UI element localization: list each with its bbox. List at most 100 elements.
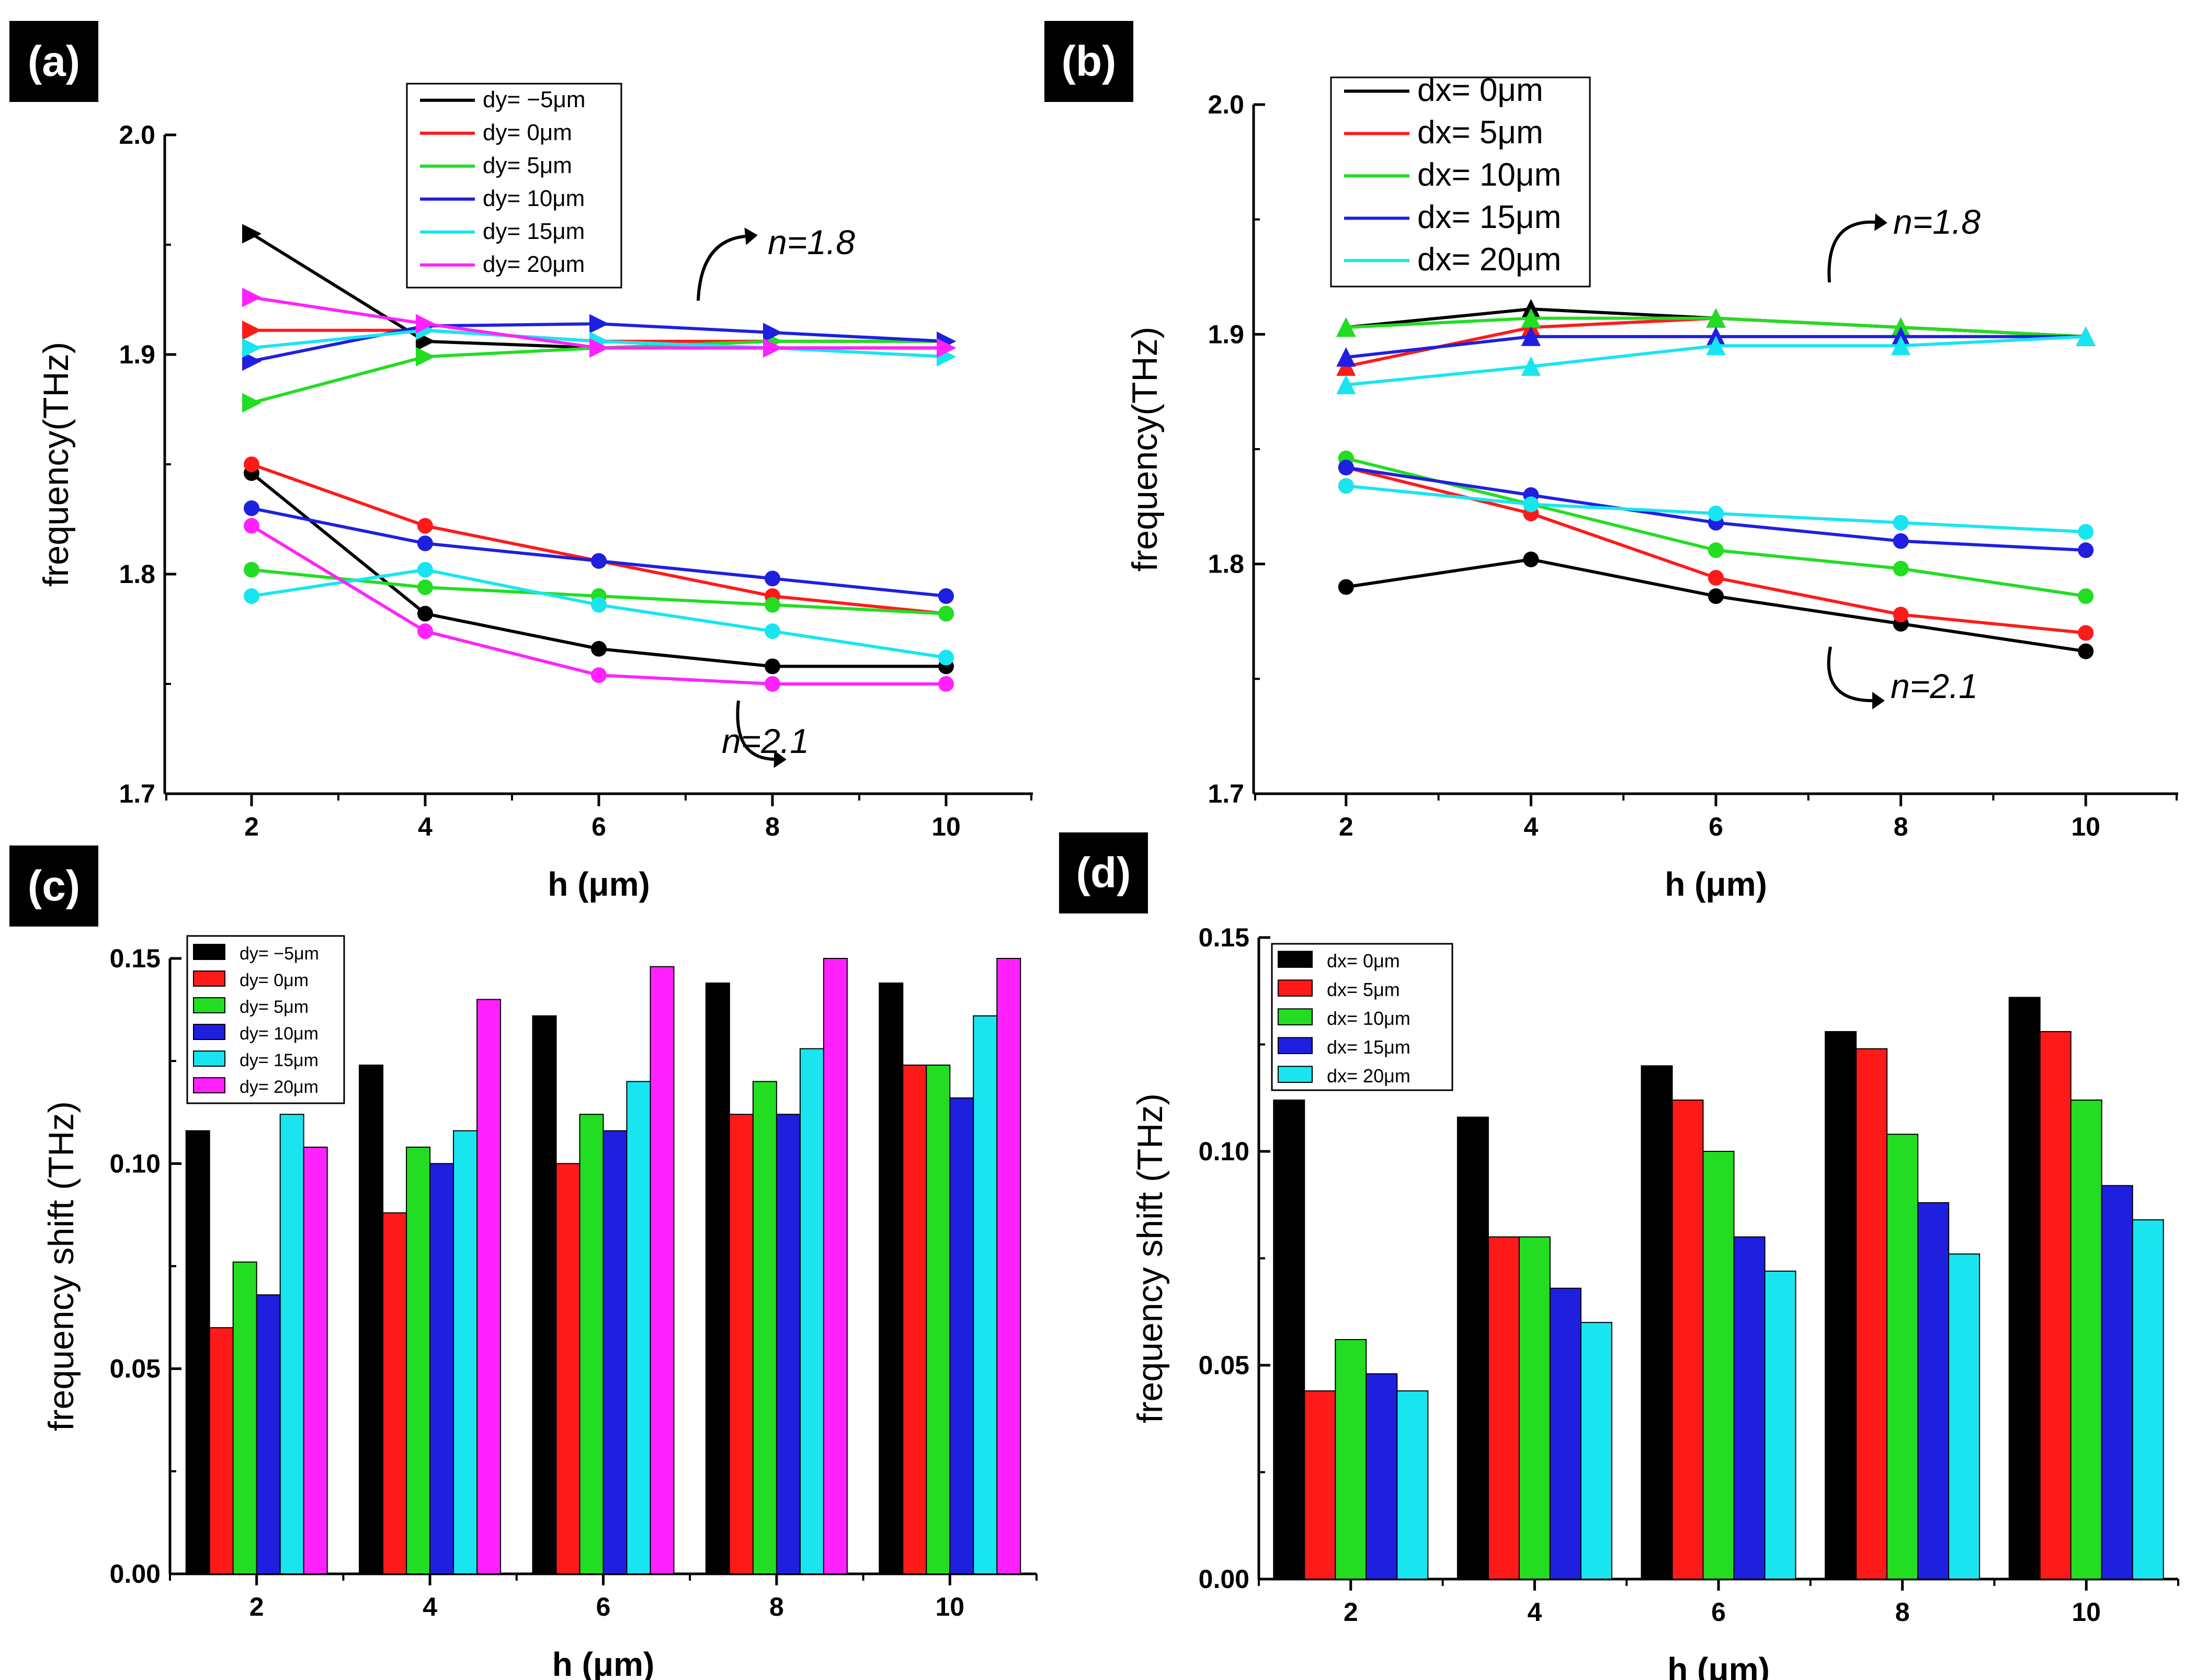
y-axis-label: frequency shift (THz) (41, 1101, 81, 1431)
y-tick-label: 0.00 (1199, 1564, 1249, 1594)
data-point (1336, 374, 1356, 394)
data-point (1521, 326, 1541, 346)
bar (1335, 1339, 1367, 1580)
y-tick-label: 1.9 (119, 340, 155, 369)
y-tick-label: 0.10 (110, 1149, 161, 1178)
bar (902, 1065, 927, 1574)
panel-label-badge (1044, 21, 1133, 102)
bar (232, 1261, 257, 1574)
panel-a: (a) 1.7 1.8 1.9 2.0 2 4 6 8 10 h (μm) frequency(THz… (9, 21, 1033, 903)
legend-label: dx= 15μm (1327, 1036, 1410, 1058)
bar (1549, 1287, 1581, 1580)
data-point (589, 338, 609, 358)
panel-label-badge (9, 21, 98, 102)
y-tick-label: 2.0 (1208, 90, 1244, 119)
annotation-arrow (736, 700, 775, 761)
data-point (242, 338, 262, 358)
data-point (2076, 326, 2096, 346)
y-tick-label: 0.15 (110, 944, 161, 973)
data-point (937, 338, 957, 358)
legend-swatch (193, 1024, 225, 1040)
bar (973, 1015, 998, 1574)
data-point (417, 579, 433, 596)
bar (555, 1163, 581, 1574)
bar (2070, 1099, 2102, 1580)
legend-label: dy= −5μm (240, 944, 319, 964)
data-point (417, 562, 433, 578)
bar (1580, 1322, 1612, 1580)
bar (579, 1114, 604, 1574)
legend-label: dx= 20μm (1327, 1065, 1410, 1087)
bar (626, 1081, 651, 1574)
bar (1304, 1390, 1336, 1580)
legend-swatch (1278, 1008, 1313, 1026)
data-point (1708, 588, 1724, 604)
data-point (938, 605, 954, 622)
legend-label: dx= 10μm (1327, 1008, 1410, 1029)
data-point (938, 676, 954, 692)
y-tick-label: 1.7 (119, 779, 155, 808)
legend-label: dx= 0μm (1327, 950, 1400, 972)
data-point (765, 570, 780, 587)
bar (532, 1015, 557, 1574)
x-axis-label: h (μm) (1665, 865, 1767, 903)
y-axis-label: frequency shift (THz) (1130, 1093, 1170, 1423)
panel-label: (d) (1076, 849, 1131, 897)
legend-label: dy= 0μm (483, 120, 572, 145)
data-point (1521, 356, 1541, 376)
data-point (244, 518, 259, 534)
bar (1856, 1048, 1888, 1580)
bar (209, 1327, 234, 1574)
panel-c: (c) 0.00 0.05 0.10 0.15 2 4 6 8 10 h (μm) frequency… (9, 845, 1038, 1680)
data-point (1708, 506, 1724, 522)
legend-swatch (193, 997, 225, 1013)
data-point (591, 667, 607, 683)
x-tick-label: 6 (596, 1592, 611, 1621)
data-point (244, 562, 259, 578)
bar (1396, 1390, 1429, 1580)
panel-label: (a) (28, 38, 80, 85)
legend-label: dy= 15μm (240, 1050, 318, 1070)
legend-box (1330, 76, 1591, 288)
x-tick-label: 10 (2071, 812, 2100, 841)
bar (476, 999, 502, 1574)
x-tick-label: 8 (769, 1592, 784, 1621)
panel-label: (b) (1062, 38, 1117, 85)
annotation-label: n=2.1 (1891, 667, 1978, 705)
data-point (1708, 570, 1724, 586)
annotation-arrowhead (744, 227, 758, 245)
x-tick-label: 10 (2072, 1597, 2101, 1627)
data-point (2078, 524, 2094, 540)
annotation-arrowhead (1872, 692, 1885, 710)
bar (1764, 1271, 1796, 1580)
legend-label: dy= 5μm (240, 997, 309, 1017)
y-tick-label: 0.15 (1199, 923, 1249, 952)
legend-label: dy= 20μm (483, 252, 585, 277)
data-point (244, 588, 259, 604)
legend-label: dx= 5μm (1327, 979, 1400, 1000)
data-point (242, 288, 262, 307)
bar (1671, 1099, 1704, 1580)
bar (776, 1114, 801, 1574)
data-point (417, 605, 433, 622)
bar (1948, 1253, 1981, 1580)
bar (996, 958, 1021, 1574)
bar (1273, 1099, 1305, 1580)
y-tick-label: 1.9 (1208, 319, 1244, 349)
data-point (242, 351, 262, 371)
annotation-arrow (1827, 646, 1873, 702)
data-point (417, 535, 433, 552)
bar (602, 1130, 628, 1575)
x-tick-label: 10 (931, 812, 961, 841)
annotation-arrowhead (1874, 213, 1887, 231)
bar (1366, 1373, 1398, 1580)
x-tick-label: 6 (1711, 1597, 1726, 1627)
bar (1518, 1236, 1551, 1580)
data-point (591, 597, 607, 613)
annotation-label: n=1.8 (1893, 202, 1981, 241)
legend-swatch (193, 944, 225, 960)
annotation-label: n=1.8 (768, 223, 855, 261)
panel-b: (b) 1.7 1.8 1.9 2.0 2 4 6 8 10 h (μm) frequency(THz… (1044, 21, 2178, 903)
legend-swatch (193, 970, 225, 987)
bar (256, 1294, 281, 1575)
